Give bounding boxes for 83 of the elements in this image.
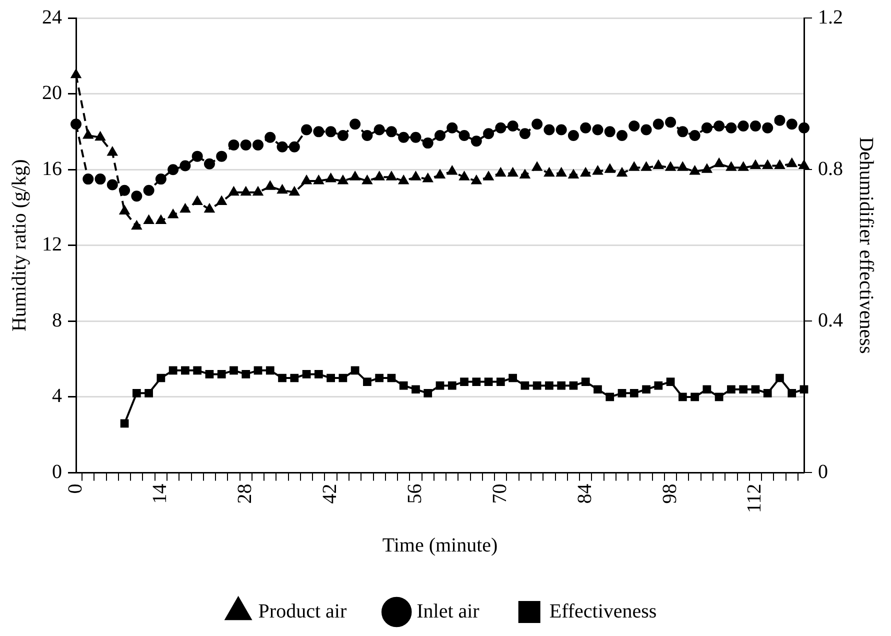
- point: [702, 385, 712, 394]
- point: [230, 366, 238, 375]
- y2-tick-label: 0.8: [818, 158, 843, 180]
- y2-tick-label: 1.2: [818, 6, 843, 28]
- y2-tick-label: 0.4: [818, 309, 843, 332]
- point: [278, 374, 286, 382]
- point: [763, 388, 772, 398]
- point: [205, 370, 214, 378]
- point: [727, 385, 736, 394]
- point: [350, 366, 360, 375]
- point: [412, 385, 420, 394]
- point: [545, 381, 554, 390]
- point: [144, 388, 153, 398]
- point: [242, 370, 250, 378]
- point: [569, 381, 578, 390]
- point: [496, 378, 505, 386]
- point: [484, 378, 493, 386]
- point: [690, 392, 699, 402]
- point: [739, 385, 748, 394]
- point: [448, 381, 456, 390]
- legend-label: Effectiveness: [549, 600, 657, 622]
- y-tick-label: 8: [52, 309, 62, 332]
- y-axis-title: Humidity ratio (g/kg): [8, 159, 30, 332]
- point: [120, 419, 129, 428]
- point: [630, 388, 638, 398]
- y-tick-label: 0: [52, 460, 62, 483]
- point: [460, 378, 468, 386]
- y2-axis-title: Dehumidifier effectiveness: [854, 136, 877, 354]
- point: [193, 366, 202, 375]
- point: [290, 374, 299, 382]
- y-tick-label: 24: [42, 6, 62, 28]
- point: [606, 392, 614, 402]
- x-tick-label: 42: [319, 484, 342, 504]
- point: [594, 385, 602, 394]
- point: [678, 392, 687, 402]
- point: [788, 388, 796, 398]
- point: [424, 388, 432, 398]
- point: [800, 385, 808, 394]
- x-tick-label: 84: [574, 484, 596, 504]
- point: [302, 370, 311, 378]
- point: [181, 366, 190, 375]
- y-tick-label: 20: [42, 82, 62, 104]
- point: [508, 374, 517, 382]
- y-tick-label: 16: [42, 158, 62, 180]
- point: [399, 381, 408, 390]
- point: [532, 381, 542, 390]
- point: [436, 381, 444, 390]
- point: [314, 370, 323, 378]
- point: [581, 378, 590, 386]
- y-tick-label: 12: [42, 234, 62, 256]
- point: [714, 392, 724, 402]
- x-tick-label: 14: [149, 484, 172, 504]
- x-axis-title: Time (minute): [382, 534, 498, 556]
- point: [363, 378, 372, 386]
- point: [168, 366, 178, 375]
- point: [618, 388, 626, 398]
- x-tick-label: 98: [658, 484, 681, 504]
- point: [654, 381, 663, 390]
- y2-tick-label: 0: [818, 460, 828, 483]
- point: [254, 366, 262, 375]
- point: [375, 374, 384, 382]
- point: [472, 378, 481, 386]
- x-tick-label: 28: [234, 484, 256, 504]
- x-tick-label: 70: [488, 484, 511, 504]
- x-tick-label: 56: [404, 484, 426, 504]
- point: [326, 374, 335, 382]
- x-tick-label: 112: [744, 484, 766, 514]
- point: [776, 374, 784, 382]
- point: [666, 378, 675, 386]
- x-tick-label: 0: [64, 484, 86, 494]
- point: [217, 370, 226, 378]
- y-tick-label: 4: [52, 385, 62, 408]
- point: [156, 374, 166, 382]
- legend-label: Inlet air: [416, 600, 480, 622]
- point: [557, 381, 566, 390]
- point: [520, 381, 530, 390]
- point: [132, 388, 141, 398]
- point: [751, 385, 760, 394]
- point: [338, 374, 348, 382]
- point: [387, 374, 396, 382]
- legend-label: Product air: [258, 600, 347, 622]
- point: [642, 385, 650, 394]
- point: [266, 366, 274, 375]
